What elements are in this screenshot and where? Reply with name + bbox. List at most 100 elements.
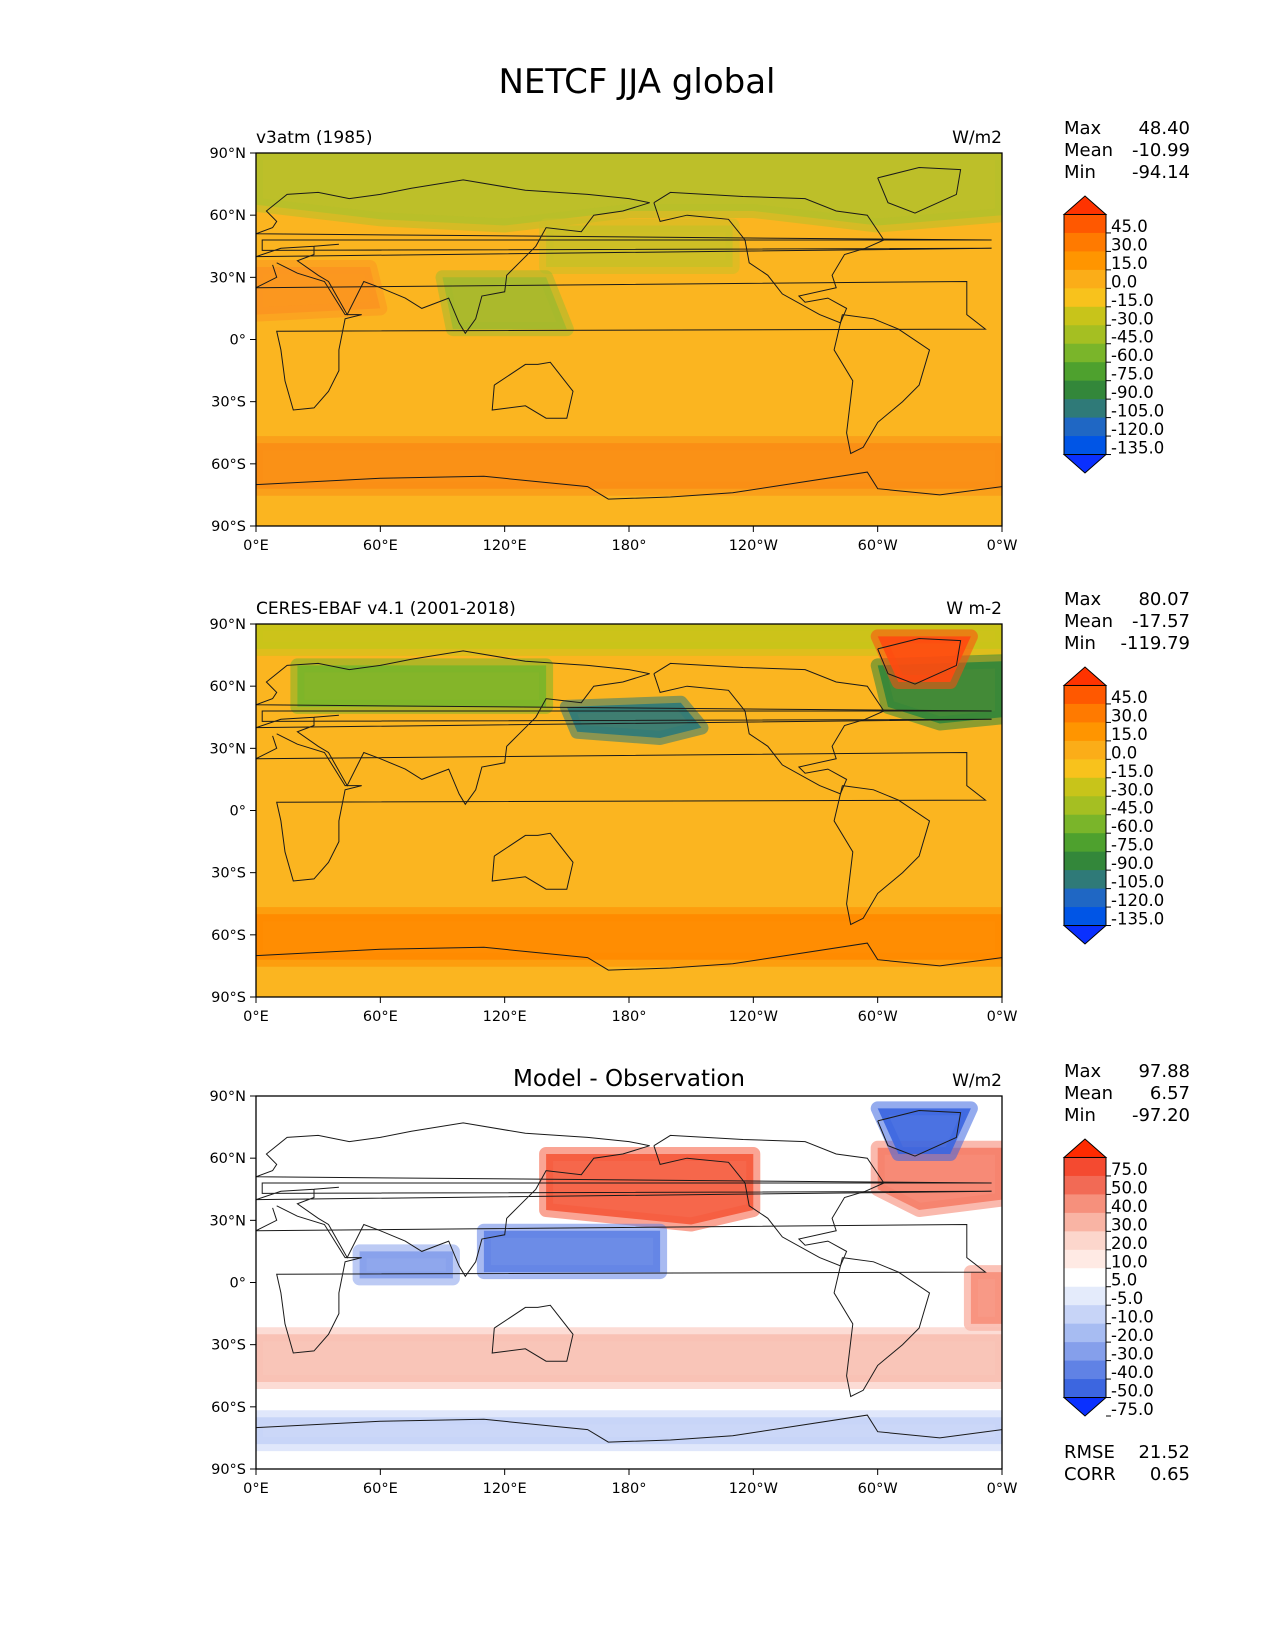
coastline xyxy=(256,1205,987,1354)
colorbar-swatch xyxy=(1064,759,1106,779)
lat-tick-label: 30°N xyxy=(209,741,246,757)
colorbar-swatch xyxy=(1064,888,1106,908)
stat-value: 80.07 xyxy=(1138,589,1190,610)
colorbar-tick-label: -135.0 xyxy=(1111,439,1164,458)
colorbar: 45.030.015.00.0-15.0-30.0-45.0-60.0-75.0… xyxy=(1062,195,1164,474)
coastline xyxy=(653,191,885,324)
lat-tick-label: 0° xyxy=(230,804,246,820)
colorbar-swatch xyxy=(1064,777,1106,797)
stat-label: Min xyxy=(1064,633,1096,654)
coastline xyxy=(256,942,1002,971)
colorbar-frame xyxy=(1063,684,1107,927)
colorbar-extend-min xyxy=(1062,1397,1108,1417)
coastline xyxy=(833,1257,931,1398)
colorbar-swatch xyxy=(1064,1342,1106,1362)
colorbar-swatch xyxy=(1064,851,1106,871)
contour-field xyxy=(256,624,1002,997)
colorbar-extend-max xyxy=(1062,666,1108,686)
coastline xyxy=(256,471,1002,500)
colorbar-tick-label: 75.0 xyxy=(1111,1160,1148,1179)
colorbar-swatch xyxy=(1064,1212,1106,1232)
field-patch-north-pacific-atlantic xyxy=(539,218,740,274)
summary-stats: RMSE 21.52 CORR 0.65 xyxy=(1064,1442,1190,1485)
lat-tick-label: 60°N xyxy=(209,679,246,695)
colorbar-swatch xyxy=(1064,269,1106,289)
colorbar-swatch xyxy=(1064,232,1106,252)
colorbar-tick-label: 0.0 xyxy=(1111,272,1137,291)
colorbar-swatch xyxy=(1064,325,1106,345)
stat-value: -97.20 xyxy=(1132,1105,1190,1126)
coastline xyxy=(653,1134,885,1267)
lat-tick-label: 60°N xyxy=(209,208,246,224)
colorbar-tick-label: -60.0 xyxy=(1111,346,1154,365)
colorbar-tick-label: -90.0 xyxy=(1111,383,1154,402)
stat-value: -119.79 xyxy=(1121,633,1190,654)
lon-tick-label: 120°E xyxy=(483,1009,527,1025)
lon-tick-label: 180° xyxy=(612,1481,647,1497)
lat-tick-label: 90°N xyxy=(209,617,246,633)
coastline xyxy=(256,179,992,335)
colorbar-tick-label: -45.0 xyxy=(1111,799,1154,818)
colorbar-tick-label: 30.0 xyxy=(1111,706,1148,725)
colorbar: 75.050.040.030.020.010.05.0-5.0-10.0-20.… xyxy=(1062,1138,1154,1419)
coastline xyxy=(877,166,962,214)
colorbar-swatch xyxy=(1064,251,1106,271)
field-patch-arctic-cap xyxy=(256,624,1002,656)
colorbar-tick-label: -120.0 xyxy=(1111,420,1164,439)
colorbar-tick-label: 30.0 xyxy=(1111,1215,1148,1234)
colorbar-swatch xyxy=(1064,833,1106,853)
colorbar-swatch xyxy=(1064,1379,1106,1399)
colorbar-tick-label: -90.0 xyxy=(1111,854,1154,873)
colorbar-swatch xyxy=(1064,1305,1106,1325)
field-patch-tropical-warm-pool xyxy=(435,270,574,337)
coastline xyxy=(256,1122,992,1278)
colorbar-tick-label: -135.0 xyxy=(1111,910,1164,929)
lon-tick-label: 180° xyxy=(612,538,647,554)
colorbar-frame xyxy=(1063,213,1107,456)
colorbar-tick-label: 0.0 xyxy=(1111,743,1137,762)
colorbar-tick-label: -40.0 xyxy=(1111,1363,1154,1382)
field-patch-tropical-pacific xyxy=(476,1223,668,1280)
coastline xyxy=(256,650,992,806)
colorbar-extend-min xyxy=(1062,454,1108,474)
colorbar-swatch xyxy=(1064,1157,1106,1177)
colorbar-swatch xyxy=(1064,740,1106,760)
contour-field xyxy=(256,153,1002,526)
coastline xyxy=(256,733,987,882)
map-panel-2: CERES-EBAF v4.1 (2001-2018) W m-2 90°N 60°N… xyxy=(209,589,1190,1025)
lat-tick-label: 90°N xyxy=(209,1089,246,1105)
lat-tick-label: 90°N xyxy=(209,146,246,162)
stat-value: -17.57 xyxy=(1132,611,1190,632)
figure-title: NETCF JJA global xyxy=(498,62,775,102)
lon-tick-label: 0°W xyxy=(987,1481,1018,1497)
colorbar-tick-label: -45.0 xyxy=(1111,328,1154,347)
coastline xyxy=(491,832,574,890)
stat-value: 6.57 xyxy=(1150,1083,1190,1104)
lat-tick-label: 0° xyxy=(230,333,246,349)
lon-tick-label: 120°W xyxy=(729,1481,778,1497)
stat-value: 97.88 xyxy=(1138,1061,1190,1082)
panel-center-title: Model - Observation xyxy=(513,1066,745,1092)
colorbar-tick-label: -20.0 xyxy=(1111,1326,1154,1345)
colorbar-tick-label: 45.0 xyxy=(1111,688,1148,707)
colorbar-swatch xyxy=(1064,214,1106,234)
colorbar-tick-label: -75.0 xyxy=(1111,836,1154,855)
colorbar-swatch xyxy=(1064,870,1106,890)
lat-tick-label: 90°S xyxy=(211,1462,246,1478)
colorbar-swatch xyxy=(1064,1175,1106,1195)
coastline xyxy=(491,1304,574,1362)
lon-tick-label: 0°E xyxy=(243,1481,269,1497)
stat-label: Max xyxy=(1064,589,1102,610)
lat-tick-label: 60°S xyxy=(211,928,246,944)
colorbar-tick-label: -5.0 xyxy=(1111,1289,1143,1308)
lon-tick-label: 120°E xyxy=(483,1481,527,1497)
panel-left-title: v3atm (1985) xyxy=(256,128,372,148)
colorbar-swatch xyxy=(1064,1286,1106,1306)
map-panel-1: v3atm (1985) W/m2 90°N 60°N 30°N 0° 30°S 60°S 90… xyxy=(209,118,1190,554)
colorbar-swatch xyxy=(1064,685,1106,705)
colorbar-tick-label: -30.0 xyxy=(1111,1345,1154,1364)
lat-tick-label: 30°S xyxy=(211,866,246,882)
coastline xyxy=(256,1414,1002,1443)
colorbar-extend-max xyxy=(1062,1138,1108,1158)
